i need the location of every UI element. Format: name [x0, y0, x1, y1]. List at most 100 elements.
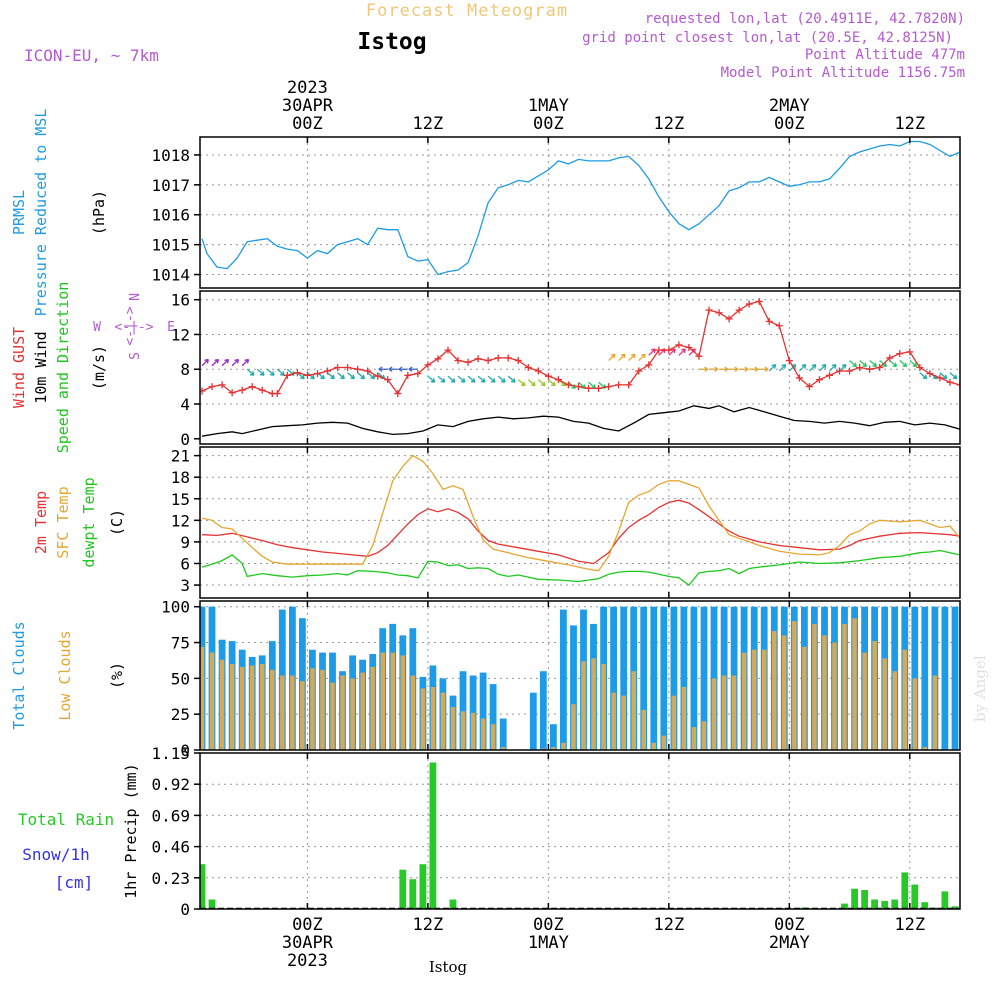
- rain-bar: [449, 899, 457, 909]
- gust-marker: [595, 384, 603, 392]
- y-tick-label: 12: [171, 511, 190, 530]
- bottom-tick-label: 12Z: [894, 915, 925, 935]
- gust-marker: [273, 390, 281, 398]
- wind-arrow: [507, 375, 516, 383]
- top-date-label: 30APR: [282, 96, 334, 116]
- gust-marker: [836, 367, 844, 375]
- wind-arrow-head: [360, 374, 365, 380]
- total-cloud-bar: [650, 606, 658, 750]
- axis-label: Low Clouds: [56, 630, 74, 720]
- gust-marker: [675, 341, 683, 349]
- total-cloud-bar: [951, 606, 959, 750]
- axis-label: Total Clouds: [10, 621, 28, 729]
- wind-arrow: [276, 368, 285, 376]
- panel-pressure: 1014 1015 1016 1017 1018 PRMSL Pressure Reduce…: [10, 109, 961, 316]
- model-altitude: Model Point Altitude 1156.75m: [721, 65, 965, 81]
- wind-arrow: [211, 359, 219, 367]
- panel-frame: [199, 752, 961, 910]
- gust-marker: [334, 364, 342, 371]
- wind-arrow: [201, 359, 209, 367]
- low-cloud-bar: [330, 682, 335, 750]
- wind-arrow: [437, 375, 446, 383]
- low-cloud-bar: [290, 675, 295, 750]
- wind-arrow-head: [912, 362, 918, 368]
- wind-arrow: [337, 372, 345, 380]
- wind-arrow-head: [610, 353, 616, 359]
- wind-arrow: [859, 360, 867, 367]
- low-cloud-bar: [932, 675, 938, 750]
- wind-arrow-head: [460, 378, 466, 383]
- low-cloud-bar: [802, 646, 807, 750]
- station-name: Istog: [357, 29, 426, 55]
- grid-point-coords: grid point closest lon,lat (20.5E, 42.81…: [582, 30, 953, 46]
- wind-arrow: [808, 364, 817, 372]
- wind-arrow: [241, 359, 249, 367]
- gust-marker: [695, 352, 703, 360]
- y-tick-label: 1014: [151, 266, 190, 285]
- rain-bar: [208, 899, 216, 909]
- low-cloud-bar: [350, 678, 355, 750]
- bottom-date-label: 2MAY: [769, 933, 810, 953]
- low-cloud-bar: [219, 659, 225, 750]
- wind-arrow: [547, 379, 556, 387]
- wind-arrow-head: [249, 371, 255, 376]
- rain-bar: [851, 888, 858, 909]
- wind-arrow-head: [378, 366, 383, 372]
- low-cloud-bar: [741, 652, 747, 750]
- gust-marker: [866, 365, 874, 373]
- wind-arrow-head: [630, 353, 636, 359]
- compass-horizontal: <-|->: [114, 320, 153, 335]
- gust-marker: [946, 378, 954, 386]
- gust-marker: [394, 390, 402, 398]
- y-tick-label: 25: [171, 705, 190, 724]
- y-tick-label: 0.23: [151, 869, 190, 888]
- series-line-gust: [201, 300, 960, 395]
- wind-arrow-head: [470, 378, 476, 383]
- wind-arrow: [829, 364, 837, 372]
- wind-arrow-head: [724, 366, 729, 372]
- top-tick-label: 12Z: [653, 114, 684, 134]
- panel-wind: 0 4 8 12 16 Wind GUST 10m Wind Speed and Direct…: [10, 282, 961, 454]
- plot-area-pressure: [201, 140, 960, 276]
- low-cloud-bar: [229, 664, 235, 750]
- axis-label: Speed and Direction: [54, 282, 72, 454]
- wind-arrow-head: [754, 366, 759, 372]
- legend-snow: Snow/1h: [22, 845, 89, 864]
- rain-bar: [921, 902, 929, 909]
- total-cloud-bar: [941, 606, 949, 750]
- wind-arrow-head: [244, 358, 250, 364]
- rain-bar: [409, 879, 417, 909]
- y-tick-label: 1018: [151, 146, 190, 165]
- bottom-tick-label: 12Z: [653, 915, 684, 935]
- wind-arrow: [527, 379, 536, 387]
- rain-bar: [861, 890, 868, 909]
- total-cloud-bar: [710, 606, 718, 750]
- wind-arrow: [909, 360, 917, 367]
- wind-arrow-head: [771, 364, 777, 369]
- wind-arrow-head: [902, 362, 908, 368]
- gust-marker: [705, 306, 713, 314]
- series-line-temp2m: [201, 499, 960, 565]
- low-cloud-bar: [280, 675, 285, 750]
- low-cloud-bar: [420, 688, 426, 750]
- panel-frame: [199, 290, 961, 445]
- wind-arrow: [517, 379, 526, 387]
- low-cloud-bar: [731, 675, 737, 750]
- y-tick-label: 0: [180, 900, 190, 919]
- rain-bar: [911, 884, 919, 909]
- wind-arrow: [839, 364, 847, 372]
- panel-frame: [199, 446, 961, 599]
- y-tick-label: 16: [171, 291, 190, 310]
- bottom-year: 2023: [287, 951, 328, 971]
- rain-bar: [399, 869, 407, 909]
- wind-arrow-head: [862, 362, 867, 368]
- compass-w: W: [93, 320, 101, 335]
- series-line-sfc: [201, 454, 960, 572]
- gust-marker: [956, 381, 960, 389]
- bottom-tick-label: 00Z: [774, 915, 805, 935]
- total-cloud-bar: [911, 606, 919, 750]
- total-cloud-bar: [690, 606, 698, 750]
- wind-arrow-head: [681, 348, 686, 354]
- gust-marker: [635, 367, 643, 375]
- wind-arrow-head: [310, 374, 315, 380]
